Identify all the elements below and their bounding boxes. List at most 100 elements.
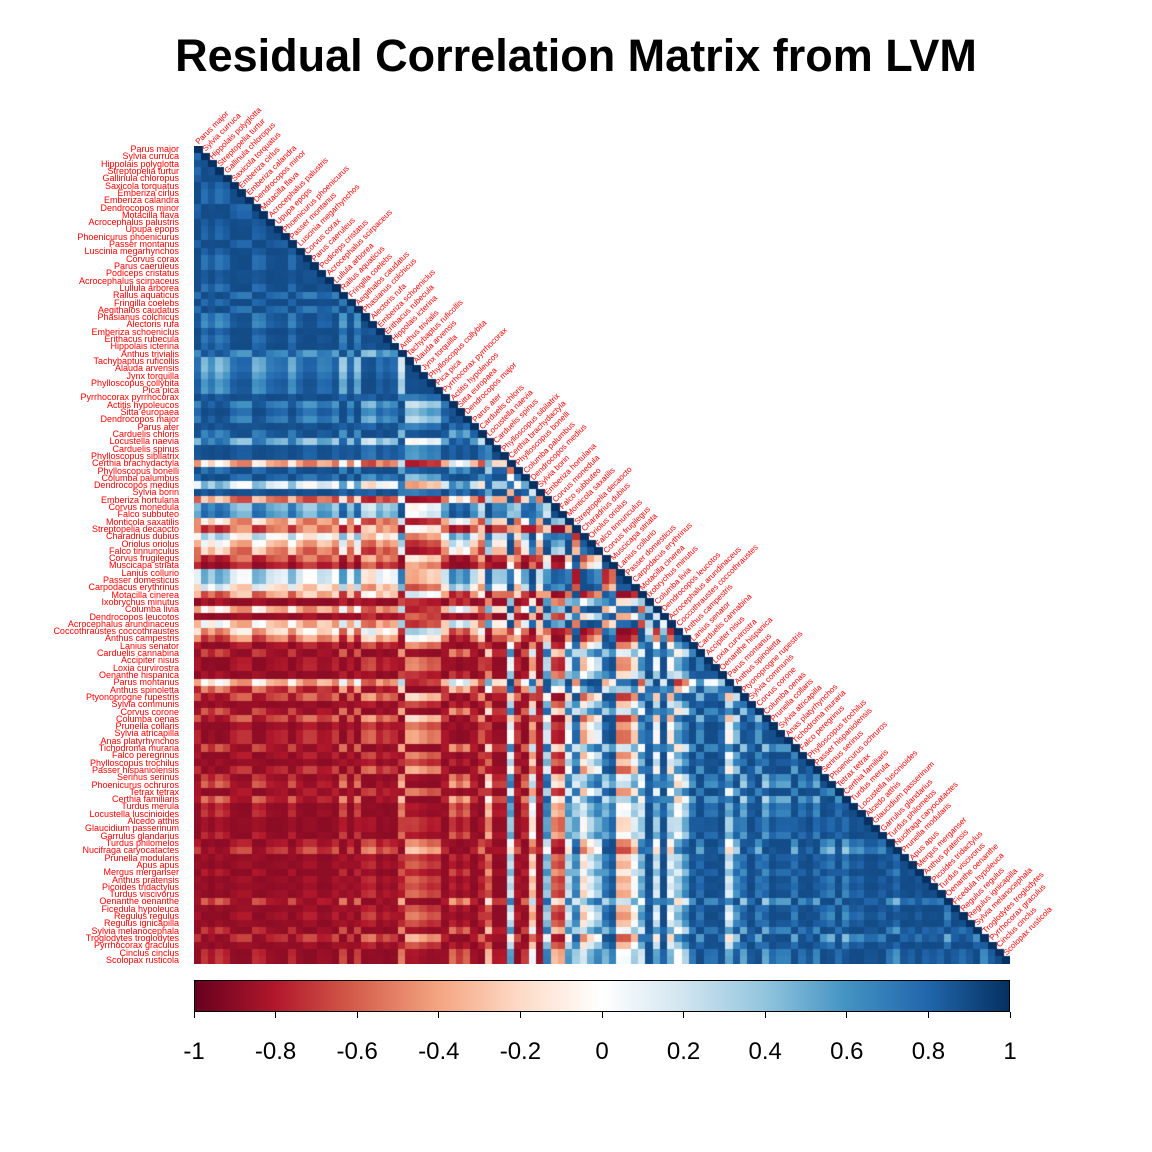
row-label: Carduelis chloris: [112, 428, 179, 439]
row-label: Tachybaptus ruficollis: [93, 355, 179, 366]
row-label: Podiceps cristatus: [105, 268, 179, 279]
legend-tick-label: 0.6: [830, 1038, 864, 1065]
row-label: Muscicapa striata: [108, 560, 179, 571]
row-label: Sylvia communis: [111, 699, 179, 710]
row-label: Emberiza hortulana: [100, 494, 179, 505]
row-label: Phylloscopus collybita: [90, 377, 179, 388]
row-label: Anthus spinoletta: [109, 684, 179, 695]
row-label: Columba livia: [124, 604, 179, 615]
row-label: Carpodacus erythrinus: [88, 582, 179, 593]
row-label: Motacilla cinerea: [111, 589, 179, 600]
row-label: Gallinula chloropus: [102, 173, 179, 184]
row-label: Turdus philomelos: [105, 837, 179, 848]
row-label: Sylvia melanocephala: [91, 925, 179, 936]
row-label: Aegithalos caudatus: [97, 304, 179, 315]
row-label: Nucifraga caryocatactes: [82, 845, 179, 856]
row-label: Ficedula hypoleuca: [101, 903, 179, 914]
legend-tick-label: -0.6: [336, 1038, 378, 1065]
row-label: Columba oenas: [115, 713, 179, 724]
row-label: Alcedo atthis: [127, 816, 179, 827]
legend-tick-label: -0.8: [254, 1038, 297, 1065]
row-label: Hippolais icterina: [110, 341, 179, 352]
row-label: Columba palumbus: [101, 472, 179, 483]
row-label: Sylvia atricapilla: [114, 728, 179, 739]
row-label: Tichodroma muraria: [98, 743, 179, 754]
legend-tick: [846, 1012, 847, 1018]
row-label: Oenanthe hispanica: [98, 670, 179, 680]
row-label: Phoenicurus phoenicurus: [77, 231, 179, 242]
row-label: Locustella luscinioides: [89, 808, 179, 819]
row-label: Fringilla coelebs: [113, 297, 179, 308]
row-label: Phasianus colchicus: [97, 312, 179, 323]
row-label: Certhia familiaris: [111, 794, 179, 805]
legend-tick-label: -1: [183, 1038, 205, 1065]
row-label: Saxicola torquatus: [104, 180, 179, 191]
row-label: Hippolais polyglotta: [100, 158, 179, 169]
legend-tick-label: 1: [1003, 1038, 1017, 1065]
legend-tick-label: 0.4: [748, 1038, 782, 1065]
row-label: Sylvia borin: [132, 487, 179, 498]
row-label: Parus ater: [137, 421, 179, 432]
row-label: Passer montanus: [108, 239, 179, 250]
row-label: Lanius senator: [119, 640, 179, 651]
row-label: Jynx torquilla: [126, 370, 179, 381]
color-legend-bar: [194, 980, 1010, 1012]
row-label: Upupa epops: [125, 224, 179, 235]
row-label: Lullula arborea: [119, 282, 179, 293]
row-label: Alectoris rufa: [126, 319, 179, 330]
column-label: Parus major: [193, 109, 231, 146]
row-label: Corvus corax: [125, 253, 179, 264]
row-label: Carduelis spinus: [112, 443, 179, 454]
legend-tick: [275, 1012, 276, 1018]
legend-tick: [602, 1012, 603, 1018]
legend-tick: [683, 1012, 684, 1018]
row-label: Corvus corone: [120, 706, 179, 717]
row-label: Serinus serinus: [116, 772, 179, 783]
row-label: Parus caeruleus: [113, 261, 179, 271]
row-label: Carduelis cannabina: [96, 648, 179, 659]
row-label: Phylloscopus sibilatrix: [90, 450, 179, 461]
legend-tick-label: -0.2: [499, 1038, 542, 1065]
row-label: Sitta europaea: [120, 407, 179, 418]
legend-tick-label: -0.4: [418, 1038, 460, 1065]
row-label: Phylloscopus trochilus: [89, 757, 179, 768]
legend-tick: [194, 1012, 195, 1018]
legend-tick-label: 0.2: [666, 1038, 701, 1065]
row-label: Ixobrychus minutus: [101, 596, 179, 607]
row-label: Troglodytes troglodytes: [85, 932, 179, 943]
row-label: Lanius collurio: [121, 567, 179, 578]
row-label: Streptopelia decaocto: [91, 523, 179, 534]
row-label: Anas platyrhynchos: [100, 735, 179, 746]
row-label: Regulus ignicapilla: [103, 918, 179, 929]
row-label: Passer hispaniolensis: [91, 764, 179, 775]
row-label: Emberiza schoeniclus: [91, 326, 179, 337]
row-label: Monticola saxatilis: [105, 516, 179, 527]
row-label: Corvus monedula: [108, 502, 179, 513]
row-label: Turdus merula: [121, 801, 179, 812]
row-label: Falco subbuteo: [117, 509, 179, 520]
row-label: Falco peregrinus: [111, 750, 179, 761]
row-label: Dendrocopos leucotos: [89, 611, 179, 622]
row-label: Mergus merganser: [103, 867, 179, 878]
row-label: Motacilla flava: [121, 209, 179, 220]
row-label: Turdus viscivorus: [109, 889, 179, 900]
row-label: Anthus pratensis: [111, 874, 179, 885]
legend-tick: [765, 1012, 766, 1018]
row-label: Prunella modularis: [104, 852, 179, 863]
row-label: Emberiza cirlus: [117, 187, 179, 198]
row-label: Oenanthe oenanthe: [99, 896, 179, 907]
row-label: Scolopax rusticola: [105, 954, 179, 965]
row-label: Streptopelia turtur: [107, 166, 179, 177]
row-label: Dendrocopos minor: [100, 202, 179, 213]
row-label: Luscinia megarhynchos: [84, 246, 179, 257]
row-label: Cinclus cinclus: [119, 947, 179, 958]
row-label: Pyrrhocorax graculus: [93, 940, 179, 951]
row-label: Parus montanus: [113, 677, 179, 688]
row-label: Garrulus glandarius: [100, 830, 179, 841]
row-label: Parus major: [130, 144, 179, 155]
row-label: Oriolus oriolus: [121, 538, 179, 549]
row-label: Sylvia curruca: [122, 151, 179, 162]
row-label: Prunella collaris: [115, 721, 179, 732]
row-label: Alauda arvensis: [114, 363, 179, 374]
row-label: Emberiza calandra: [103, 195, 179, 206]
